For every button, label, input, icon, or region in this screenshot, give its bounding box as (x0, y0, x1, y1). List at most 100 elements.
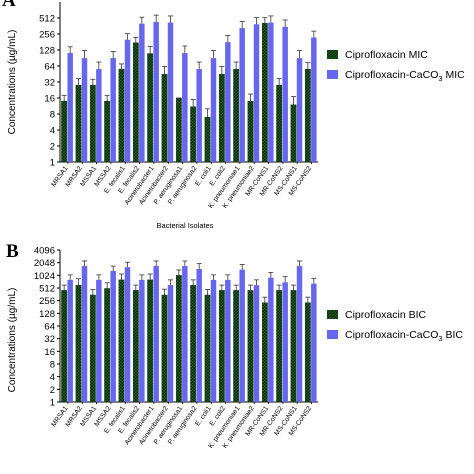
panel-a-y-axis-label: Concentrations (µg/mL) (7, 30, 18, 135)
panel-b-legend-label: Ciprofloxacin BIC (345, 309, 427, 321)
panel-a-y-tick-label: 512 (39, 14, 55, 25)
panel-a-legend-swatch (327, 50, 338, 59)
panel-a-bar-cipro (233, 68, 240, 163)
panel-b-bar-cipro-caco3 (167, 285, 174, 402)
panel-b-bar-cipro-caco3 (81, 266, 88, 402)
panel-a-bar-cipro (190, 106, 197, 163)
panel-b-y-tick-label: 1 (50, 398, 55, 409)
panel-b-bar-cipro-caco3 (311, 283, 317, 402)
panel-b-bar-cipro (276, 290, 283, 403)
panel-a-bar-cipro (175, 97, 182, 163)
panel-a-bar-cipro-caco3 (239, 28, 245, 163)
panel-b-y-tick-label: 512 (39, 284, 55, 295)
panel-b-y-tick-label: 1024 (34, 271, 55, 282)
panel-b-bar-cipro (75, 284, 82, 403)
panel-a-bar-cipro (61, 100, 68, 163)
panel-b-legend-label: Ciprofloxacin-CaCO3 BIC (345, 329, 463, 343)
panel-a-bar-cipro-caco3 (110, 58, 116, 162)
panel-a-bar-cipro-caco3 (311, 37, 317, 162)
panel-b-bar-cipro (204, 294, 211, 403)
panel-a-bar-cipro-caco3 (81, 58, 88, 162)
panel-b-bar-cipro-caco3 (153, 266, 159, 402)
panel-b-bar-cipro-caco3 (182, 266, 188, 402)
panel-a-bar-cipro (161, 73, 168, 163)
panel-a-bar-cipro (118, 68, 125, 163)
panel-a-y-tick-label: 8 (50, 110, 55, 121)
panel-a-bar-cipro-caco3 (296, 58, 303, 162)
panel-b-plot-area: 1248163264128256512102420484096MRSA1MRSA… (34, 246, 318, 450)
panel-b-y-tick-label: 16 (44, 347, 55, 358)
panel-b-y-tick-label: 32 (44, 334, 55, 345)
panel-b-bar-cipro (175, 275, 182, 403)
panel-a-bar-cipro (247, 100, 254, 163)
panel-a-plot-area: 1248163264128256512MRSA1MRSA2MSSA1MSSA2E… (39, 2, 318, 210)
panel-a-bar-cipro (75, 84, 82, 163)
panel-b-bar-cipro (118, 279, 125, 403)
panel-a-bar-cipro-caco3 (282, 26, 288, 162)
panel-b-bar-cipro (247, 290, 254, 403)
panel-a-bar-cipro-caco3 (210, 58, 217, 162)
panel-a-bar-cipro-caco3 (182, 53, 188, 162)
panel-b-bar-cipro (233, 290, 240, 403)
panel-a-legend: Ciprofloxacin MIC Ciprofloxacin-CaCO3 MIC (327, 49, 465, 83)
panel-a-x-axis-label: Bacterial Isolates (156, 221, 213, 230)
panel-a-legend-label: Ciprofloxacin MIC (345, 49, 428, 61)
panel-b-bar-cipro (132, 290, 139, 403)
panel-a-bar-cipro (261, 22, 268, 163)
panel-a-y-tick-label: 256 (39, 30, 55, 41)
panel-a-bar-cipro-caco3 (167, 22, 174, 163)
panel-a-y-tick-label: 2 (50, 142, 55, 153)
panel-b-bar-cipro (290, 290, 297, 403)
panel-b-bar-cipro (61, 290, 68, 403)
panel-b-bar-cipro-caco3 (296, 266, 303, 402)
panel-b-bar-cipro-caco3 (253, 285, 260, 402)
panel-b-y-tick-label: 256 (39, 296, 55, 307)
panel-b-bar-cipro-caco3 (110, 270, 116, 402)
panel-b-bar-cipro-caco3 (124, 267, 131, 402)
panel-a-y-tick-label: 64 (44, 62, 55, 73)
panel-b-bar-cipro (104, 288, 111, 403)
panel-b-bar-cipro-caco3 (210, 279, 217, 402)
panel-a: A Concentrations (µg/mL) Bacterial Isola… (2, 0, 465, 230)
panel-b-bar-cipro-caco3 (225, 279, 231, 402)
panel-b-bar-cipro-caco3 (282, 282, 288, 402)
panel-a-y-tick-label: 16 (44, 94, 55, 105)
panel-b-bar-cipro (304, 302, 311, 403)
panel-b-y-tick-label: 2048 (34, 258, 55, 269)
panel-a-bar-cipro (204, 116, 211, 163)
panel-b-y-tick-label: 8 (50, 360, 55, 371)
panel-b-bar-cipro (89, 294, 96, 403)
panel-a-bar-cipro-caco3 (96, 69, 102, 162)
panel-a-bar-cipro (147, 53, 154, 163)
panel-b-bar-cipro (190, 284, 197, 403)
panel-b-y-tick-label: 2 (50, 385, 55, 396)
panel-a-bar-cipro (304, 68, 311, 163)
panel-b-bar-cipro-caco3 (239, 269, 245, 402)
panel-b-bar-cipro (147, 279, 154, 403)
panel-b-legend-swatch (327, 330, 338, 339)
panel-a-bar-cipro-caco3 (268, 22, 274, 163)
panel-b-legend-swatch (327, 310, 338, 319)
panel-b-bar-cipro-caco3 (96, 279, 102, 402)
panel-a-y-tick-label: 4 (50, 126, 55, 137)
panel-b-y-tick-label: 128 (39, 309, 55, 320)
panel-a-bar-cipro-caco3 (225, 42, 231, 162)
panel-a-y-tick-label: 128 (39, 46, 55, 57)
panel-b-y-tick-label: 4 (50, 372, 55, 383)
panel-b-y-axis-label: Concentrations (µg/mL) (7, 288, 18, 393)
panel-a-legend-swatch (327, 70, 338, 79)
panel-b-y-tick-label: 4096 (34, 246, 55, 257)
panel-a-y-tick-label: 1 (50, 158, 55, 169)
panel-a-legend-label: Ciprofloxacin-CaCO3 MIC (345, 69, 465, 83)
panel-a-bar-cipro-caco3 (253, 24, 260, 162)
panel-a-bar-cipro-caco3 (196, 69, 202, 162)
panel-b-bar-cipro-caco3 (268, 277, 274, 402)
panel-b-bar-cipro-caco3 (196, 268, 202, 402)
panel-a-bar-cipro-caco3 (139, 23, 145, 162)
panel-b-bar-cipro (261, 302, 268, 403)
panel-b-letter: B (6, 241, 19, 262)
panel-a-bar-cipro (290, 104, 297, 163)
panel-a-bar-cipro (104, 100, 111, 163)
